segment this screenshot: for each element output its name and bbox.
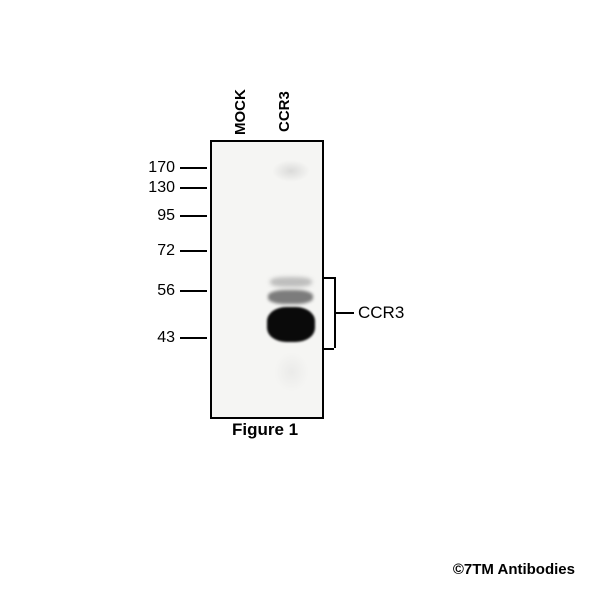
marker-43: 43 [140, 329, 175, 347]
marker-170: 170 [140, 159, 175, 177]
marker-tick-95 [180, 215, 207, 217]
blot-lower-smear [274, 352, 309, 392]
copyright-text: ©7TM Antibodies [453, 561, 575, 578]
band-label-ccr3: CCR3 [358, 303, 404, 323]
lane-label-mock: MOCK [232, 88, 249, 136]
bracket-pointer [336, 312, 354, 314]
bracket-top-h [324, 277, 334, 279]
marker-56: 56 [140, 282, 175, 300]
marker-tick-130 [180, 187, 207, 189]
blot-main-band [267, 307, 315, 342]
marker-tick-170 [180, 167, 207, 169]
blot-upper-band-2 [270, 277, 312, 287]
blot-upper-band-1 [268, 290, 313, 304]
lane-label-ccr3: CCR3 [276, 88, 293, 136]
marker-tick-72 [180, 250, 207, 252]
marker-95: 95 [140, 207, 175, 225]
marker-tick-43 [180, 337, 207, 339]
figure-container: MOCK CCR3 170 130 95 72 56 43 CCR3 Figur… [120, 80, 440, 460]
marker-130: 130 [140, 179, 175, 197]
western-blot-image [210, 140, 324, 419]
bracket-bottom-h [324, 348, 334, 350]
figure-caption: Figure 1 [232, 420, 298, 440]
marker-tick-56 [180, 290, 207, 292]
marker-72: 72 [140, 242, 175, 260]
blot-top-smear [272, 160, 310, 182]
